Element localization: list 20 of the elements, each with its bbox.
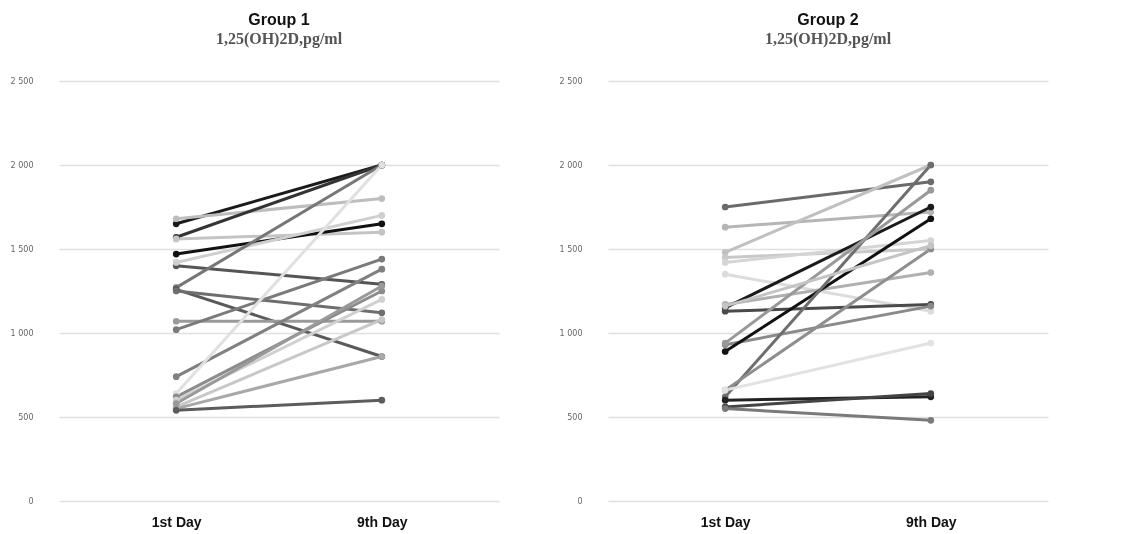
y-tick-label: 2 000 [559, 160, 583, 170]
y-tick-label: 500 [567, 412, 583, 422]
y-tick-label: 2 500 [10, 76, 34, 86]
chart-subtitle: 1,25(OH)2D,pg/ml [215, 30, 343, 48]
y-tick-label: 500 [18, 412, 34, 422]
y-tick-label: 1 000 [10, 328, 34, 338]
x-tick-label: 1st Day [700, 513, 751, 530]
x-tick-label: 9th Day [357, 513, 408, 530]
y-tick-label: 2 500 [559, 76, 583, 86]
y-tick-label: 2 000 [10, 160, 34, 170]
y-tick-label: 1 500 [10, 244, 34, 254]
y-tick-label: 0 [28, 496, 34, 506]
x-tick-label: 9th Day [906, 513, 957, 530]
chart-title: Group 1 [248, 11, 310, 28]
chart-title: Group 2 [797, 11, 859, 28]
y-tick-label: 0 [577, 496, 583, 506]
x-tick-label: 1st Day [151, 513, 202, 530]
y-tick-label: 1 000 [559, 328, 583, 338]
y-tick-label: 1 500 [559, 244, 583, 254]
chart-subtitle: 1,25(OH)2D,pg/ml [764, 30, 892, 48]
